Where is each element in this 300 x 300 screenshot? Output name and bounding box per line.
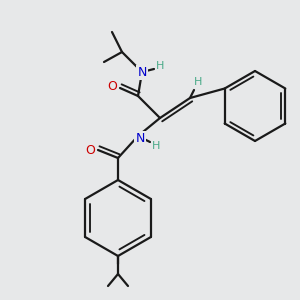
Text: H: H (194, 77, 202, 87)
Text: N: N (137, 65, 147, 79)
Text: H: H (156, 61, 164, 71)
Text: O: O (107, 80, 117, 92)
Text: H: H (152, 141, 160, 151)
Text: O: O (85, 143, 95, 157)
Text: N: N (135, 131, 145, 145)
